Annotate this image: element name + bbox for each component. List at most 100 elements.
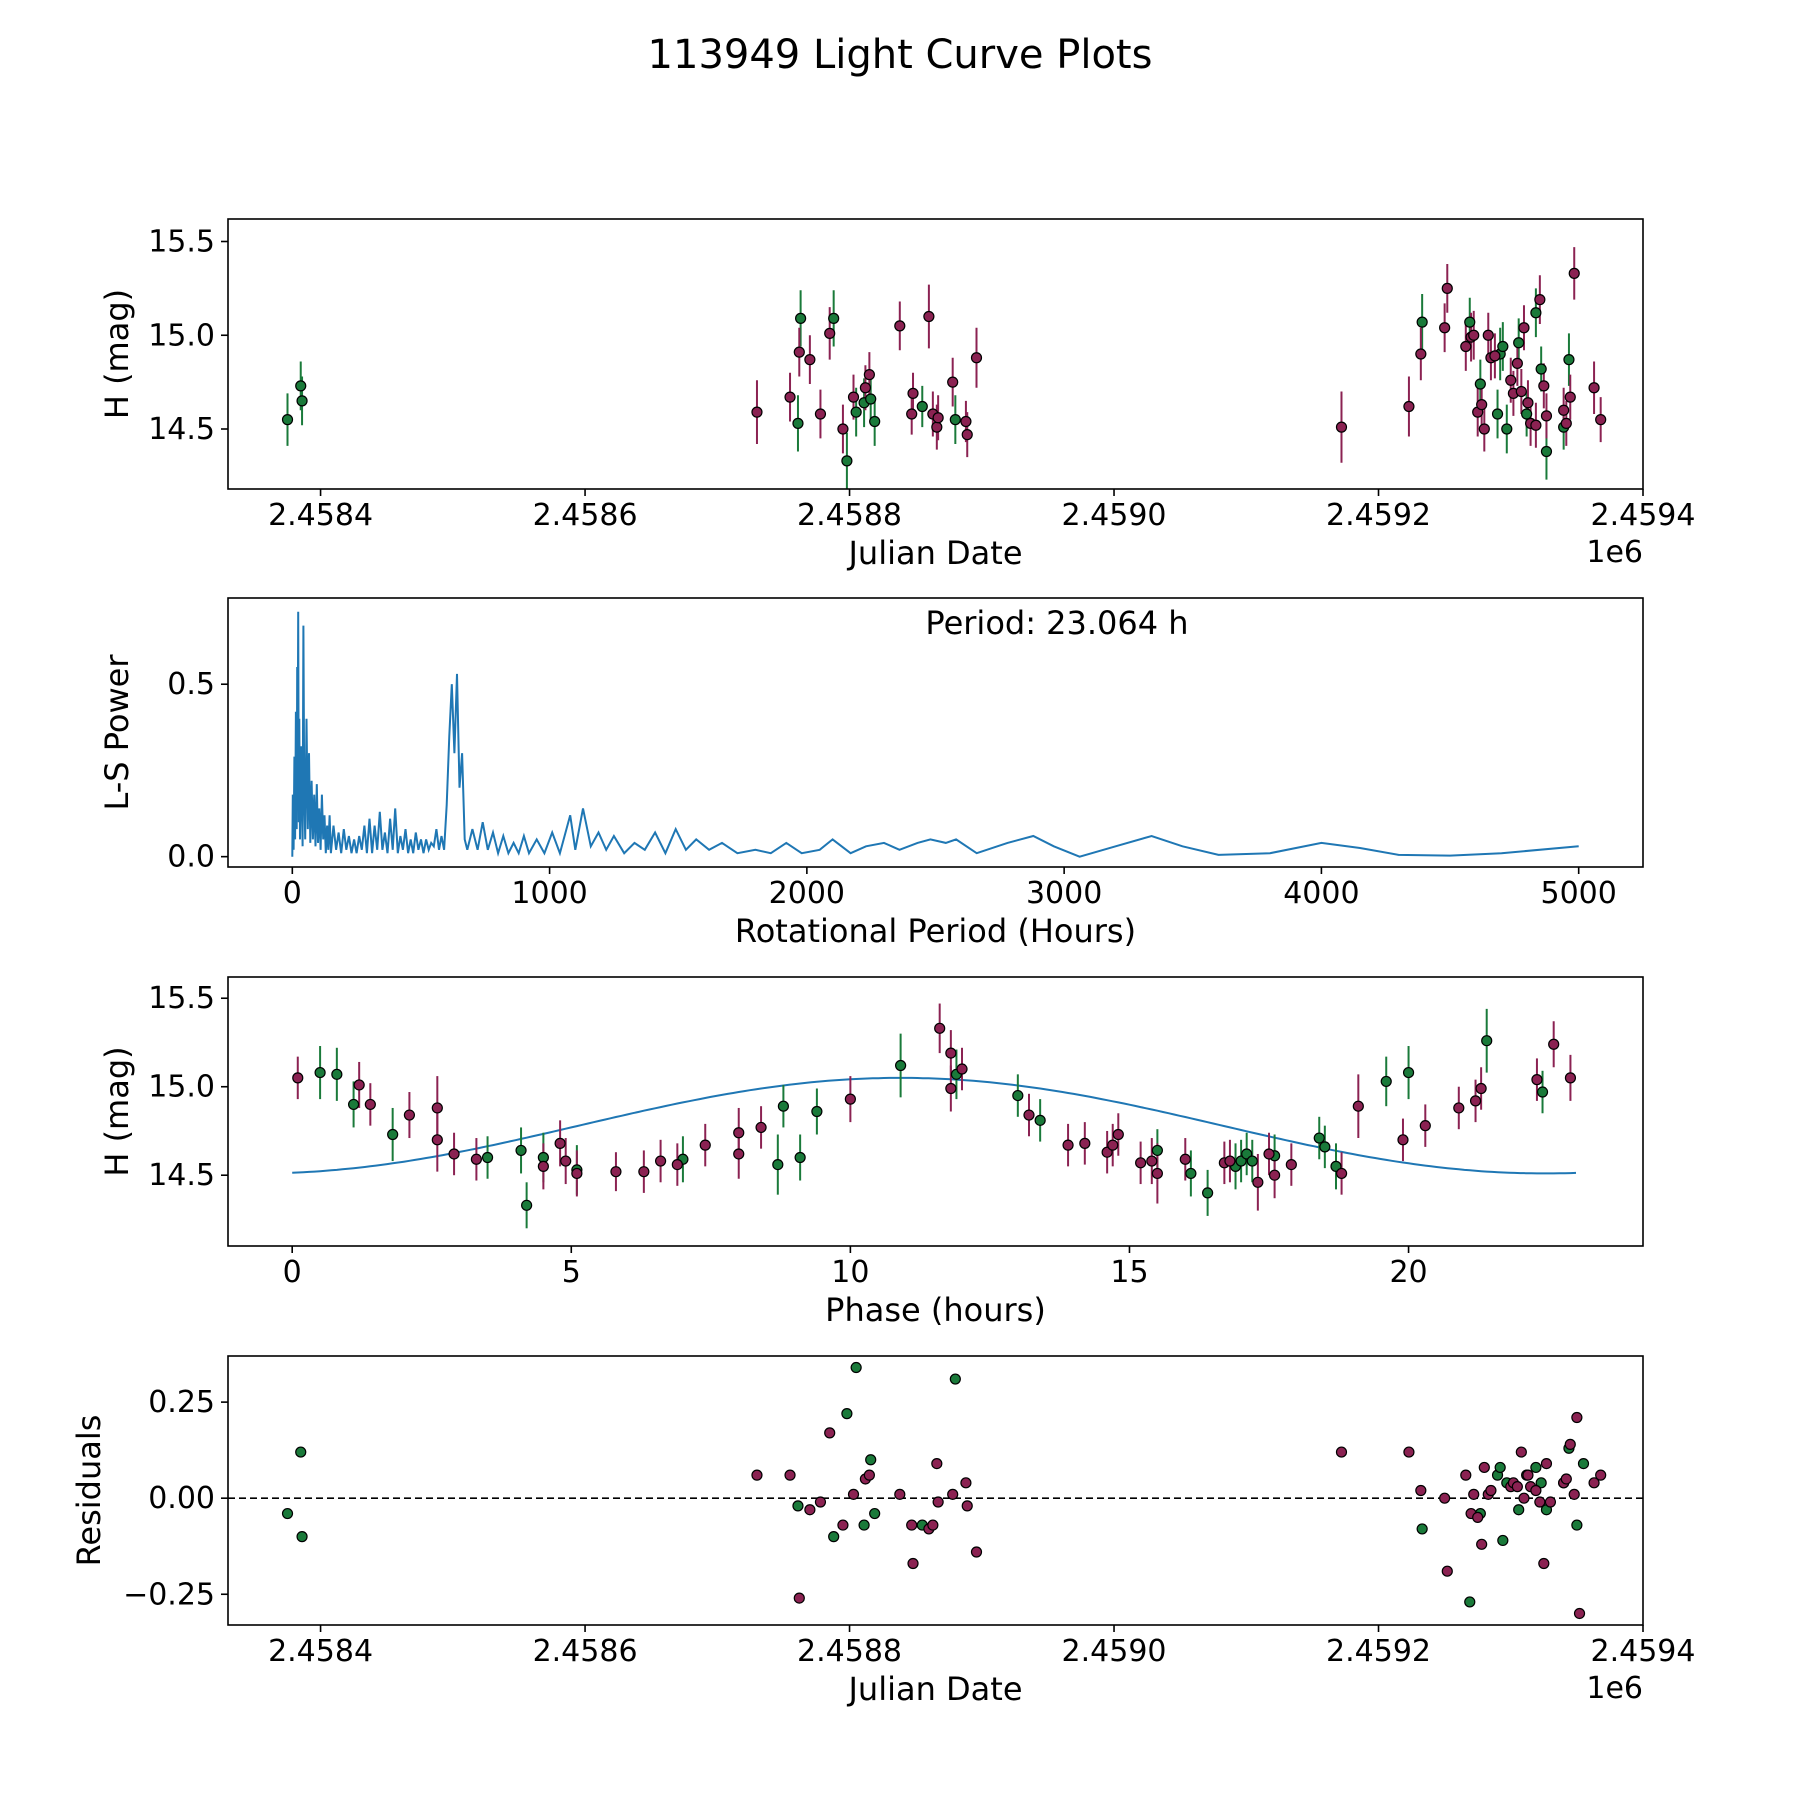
axes-frame — [227, 597, 1644, 868]
data-point-purple — [1518, 1492, 1530, 1504]
data-point-purple — [610, 1166, 622, 1178]
data-point-purple — [1439, 322, 1451, 334]
data-point-purple — [1179, 1153, 1191, 1165]
data-point-purple — [961, 1500, 973, 1512]
data-point-purple — [932, 412, 944, 424]
data-point-purple — [784, 1469, 796, 1481]
y-tick-label: −0.25 — [123, 1577, 215, 1612]
data-point-green — [1494, 1461, 1506, 1474]
data-point-purple — [947, 376, 959, 388]
data-point-purple — [1522, 1469, 1534, 1481]
data-point-purple — [1475, 1082, 1487, 1095]
x-axis-label: Julian Date — [846, 1670, 1022, 1708]
data-point-purple — [1469, 1095, 1482, 1107]
data-point-purple — [1151, 1167, 1163, 1180]
data-point-green — [1034, 1114, 1046, 1126]
data-point-purple — [947, 1488, 959, 1500]
data-point-green — [314, 1066, 326, 1079]
data-point-green — [1481, 1035, 1493, 1047]
data-point-purple — [554, 1137, 566, 1149]
data-point-green — [347, 1098, 360, 1111]
data-point-green — [916, 400, 928, 413]
data-point-green — [1416, 1523, 1428, 1535]
x-tick-label: 0 — [283, 1255, 302, 1290]
data-point-green — [281, 414, 294, 426]
data-point-purple — [931, 1457, 943, 1470]
data-point-purple — [1588, 382, 1600, 394]
data-point-purple — [1560, 417, 1572, 429]
axes-frame — [227, 976, 1644, 1247]
data-point-green — [865, 393, 877, 405]
x-offset-label: 1e6 — [1586, 1671, 1643, 1706]
data-point-purple — [1439, 1492, 1451, 1504]
x-tick-label: 15 — [1110, 1255, 1148, 1290]
data-point-purple — [1397, 1134, 1409, 1146]
data-point-green — [1536, 1086, 1549, 1098]
data-point-purple — [1352, 1100, 1364, 1112]
data-point-purple — [906, 1519, 918, 1531]
data-point-purple — [863, 369, 875, 381]
x-axis-label: Rotational Period (Hours) — [735, 912, 1136, 950]
data-point-purple — [1518, 322, 1530, 334]
data-point-purple — [923, 310, 935, 323]
y-tick-label: 0.25 — [148, 1385, 215, 1420]
data-point-green — [481, 1151, 494, 1164]
data-point-purple — [863, 1469, 875, 1481]
chart-periodogram: 0 1000 2000 3000 4000 5000 0.0 0.5 Rotational Pe… — [98, 597, 1644, 950]
data-point-purple — [431, 1134, 443, 1146]
data-point-green — [1246, 1155, 1258, 1167]
data-point-purple — [837, 1519, 849, 1531]
data-point-purple — [1505, 374, 1517, 386]
data-point-green — [792, 417, 804, 429]
data-point-green — [792, 1500, 804, 1512]
data-point-green — [841, 1408, 853, 1420]
data-point-purple — [784, 391, 796, 403]
data-point-purple — [824, 1427, 836, 1439]
data-point-purple — [470, 1153, 482, 1165]
data-point-purple — [431, 1102, 443, 1114]
data-point-purple — [1489, 350, 1501, 362]
data-point-green — [1513, 337, 1525, 349]
data-point-purple — [1522, 397, 1534, 409]
data-point-green — [331, 1068, 343, 1080]
data-point-green — [1319, 1141, 1331, 1153]
data-point-green — [1380, 1075, 1392, 1088]
data-point-green — [1012, 1089, 1024, 1102]
data-point-purple — [1595, 414, 1607, 426]
data-point-purple — [1135, 1157, 1147, 1169]
data-point-purple — [1224, 1155, 1236, 1167]
data-point-green — [1571, 1519, 1583, 1531]
data-point-green — [811, 1105, 823, 1118]
data-point-purple — [1441, 282, 1453, 294]
data-point-green — [794, 1151, 806, 1164]
x-axis-label: Julian Date — [846, 534, 1022, 572]
data-point-purple — [945, 1082, 957, 1095]
data-point-purple — [448, 1148, 460, 1160]
y-tick-label: 0.5 — [167, 667, 215, 702]
data-point-green — [1497, 340, 1509, 353]
data-point-green — [895, 1059, 907, 1072]
data-point-purple — [1540, 410, 1553, 422]
data-point-green — [1185, 1167, 1197, 1180]
data-point-green — [1530, 1461, 1542, 1474]
data-point-green — [850, 406, 862, 418]
data-point-purple — [1023, 1109, 1035, 1121]
data-point-purple — [671, 1158, 683, 1171]
data-point-purple — [1540, 1457, 1553, 1470]
data-point-green — [949, 414, 961, 426]
data-point-purple — [945, 1047, 957, 1059]
data-point-purple — [961, 429, 973, 441]
data-point-purple — [1472, 1511, 1484, 1524]
data-point-purple — [1564, 1072, 1577, 1084]
data-point-green — [1416, 316, 1428, 328]
x-tick-label: 2.4588 — [797, 498, 902, 533]
data-point-purple — [970, 1546, 983, 1558]
data-point-purple — [907, 387, 919, 399]
data-point-purple — [970, 352, 983, 364]
data-point-purple — [1538, 1557, 1550, 1570]
data-point-purple — [1478, 1461, 1490, 1474]
data-point-purple — [960, 415, 972, 428]
x-tick-label: 0 — [283, 876, 302, 911]
model-fit-curve — [292, 1076, 1577, 1175]
